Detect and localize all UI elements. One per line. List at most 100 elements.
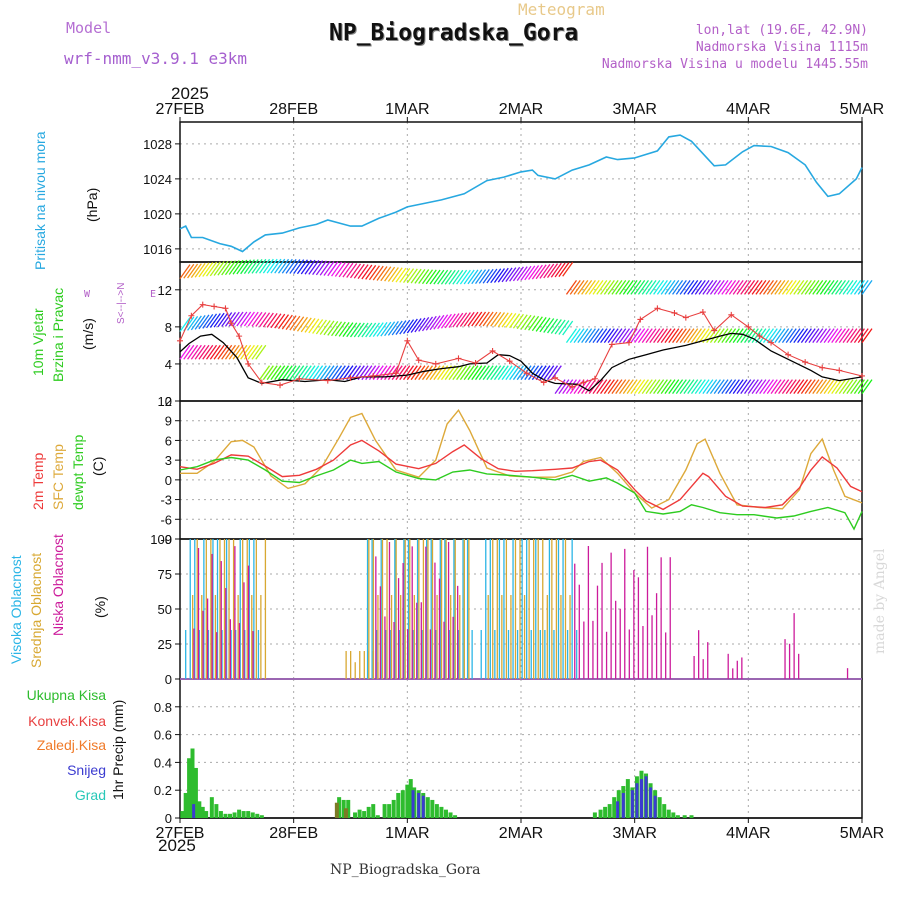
- wind-barb-lower: [861, 379, 873, 394]
- station-title: NP_Biogradska_Gora: [329, 20, 579, 46]
- wind-barb-middle: [194, 314, 206, 330]
- wind-barb-lower: [486, 365, 498, 381]
- wind-barb-middle: [323, 320, 335, 336]
- wind-barb-middle: [368, 322, 380, 338]
- y-tick-label: 75: [158, 567, 172, 582]
- x-tick-label-bottom: 28FEB: [269, 825, 318, 842]
- wind-barb-lower: [698, 379, 710, 394]
- wind-barb-upper: [277, 258, 290, 274]
- wind-barb-lower: [247, 344, 259, 360]
- wind-barb-middle: [573, 328, 585, 343]
- precip-total-bar: [453, 815, 458, 818]
- wind-barb-lower: [721, 379, 733, 394]
- wind-gust-marker: [222, 305, 229, 312]
- wind-barb-middle: [452, 312, 464, 328]
- temp-2m-line: [179, 439, 863, 511]
- wind-barb-lower: [300, 365, 312, 381]
- wind-barb-upper: [448, 269, 460, 285]
- wind-barb-upper: [440, 269, 452, 285]
- wind-gust-marker: [211, 303, 218, 310]
- wind-barb-middle: [656, 328, 668, 343]
- wind-barb-lower: [308, 365, 320, 381]
- wind-barb-middle: [819, 328, 831, 343]
- wind-barb-middle: [584, 328, 596, 343]
- wind-barb-upper: [755, 280, 767, 295]
- wind-barb-middle: [505, 313, 517, 328]
- wind-barb-lower: [183, 344, 195, 360]
- wind-barb-middle: [251, 311, 263, 327]
- wind-barb-middle: [240, 311, 252, 327]
- wind-barb-upper: [471, 269, 483, 285]
- wind-barb-lower: [641, 379, 653, 394]
- wind-barb-upper: [312, 260, 324, 276]
- wind-speed-line: [179, 332, 863, 392]
- wind-barb-upper: [565, 280, 577, 295]
- precip-total-bar: [362, 811, 367, 818]
- wind-barb-middle: [346, 322, 358, 338]
- precip-total-bar: [246, 811, 251, 818]
- wind-barb-lower: [323, 365, 335, 381]
- x-tick-label-bottom: 3MAR: [612, 825, 656, 842]
- wind-barb-lower: [425, 365, 437, 381]
- wind-barb-lower: [759, 379, 771, 394]
- wind-barb-middle: [668, 328, 680, 343]
- y-tick-label: 25: [158, 637, 172, 652]
- precip-total-bar: [375, 815, 380, 818]
- wind-barb-upper: [744, 280, 756, 295]
- wind-barb-upper: [721, 280, 733, 295]
- wind-barb-upper: [774, 280, 786, 295]
- wind-barb-middle: [611, 328, 623, 343]
- wind-barb-upper: [467, 269, 479, 285]
- wind-barb-upper: [342, 262, 354, 278]
- wind-barb-upper: [656, 280, 668, 295]
- temp-sfc-line: [180, 408, 863, 510]
- wind-barb-lower: [512, 365, 524, 381]
- precip-total-bar: [218, 811, 223, 818]
- wind-barb-upper: [762, 280, 775, 295]
- wind-barb-middle: [433, 314, 445, 330]
- y-tick-label: 3: [165, 453, 172, 468]
- wind-barb-upper: [694, 280, 706, 295]
- wind-barb-middle: [349, 322, 362, 338]
- precip-snow-bar: [635, 783, 639, 818]
- wind-barb-upper: [475, 269, 487, 284]
- y-tick-label: -3: [160, 493, 172, 508]
- x-tick-label-top: 1MAR: [385, 101, 429, 118]
- wind-barb-middle: [281, 314, 293, 330]
- wind-barb-middle: [634, 328, 646, 343]
- wind-barb-middle: [221, 312, 233, 327]
- y-tick-label: -9: [160, 532, 172, 547]
- wind-barb-middle: [255, 312, 267, 327]
- wind-gust-marker: [711, 327, 718, 334]
- wind-barb-lower: [831, 379, 843, 394]
- wind-barb-lower: [762, 379, 775, 394]
- x-tick-label-bottom: 1MAR: [385, 825, 429, 842]
- wind-barb-lower: [751, 379, 763, 394]
- y-tick-label: 4: [165, 357, 172, 372]
- wind-barb-middle: [285, 315, 297, 331]
- x-tick-label-top: 27FEB: [156, 101, 205, 118]
- precip-total-bar: [337, 797, 342, 818]
- wind-barb-lower: [509, 365, 521, 381]
- wind-barb-upper: [725, 280, 737, 295]
- precip-snow-bar: [630, 790, 634, 818]
- wind-barb-middle: [520, 314, 532, 330]
- wind-barb-middle: [361, 322, 373, 338]
- wind-barb-upper: [706, 280, 718, 295]
- wind-barb-upper: [399, 267, 411, 283]
- y-tick-label: 100: [150, 532, 172, 547]
- wind-barb-lower: [281, 365, 293, 381]
- wind-barb-upper: [270, 258, 282, 274]
- wind-barb-lower: [615, 379, 627, 394]
- wind-barb-upper: [823, 280, 835, 295]
- wind-barb-upper: [827, 280, 839, 295]
- wind-barb-lower: [675, 379, 687, 394]
- precip-total-bar: [183, 792, 188, 818]
- panel-frame: [179, 121, 863, 263]
- wind-barb-middle: [338, 321, 350, 337]
- wind-gust-marker: [836, 367, 843, 374]
- wind-barb-lower: [221, 344, 233, 360]
- wind-barb-middle: [512, 313, 524, 329]
- wind-barb-lower: [581, 379, 593, 394]
- wind-barb-middle: [842, 328, 854, 343]
